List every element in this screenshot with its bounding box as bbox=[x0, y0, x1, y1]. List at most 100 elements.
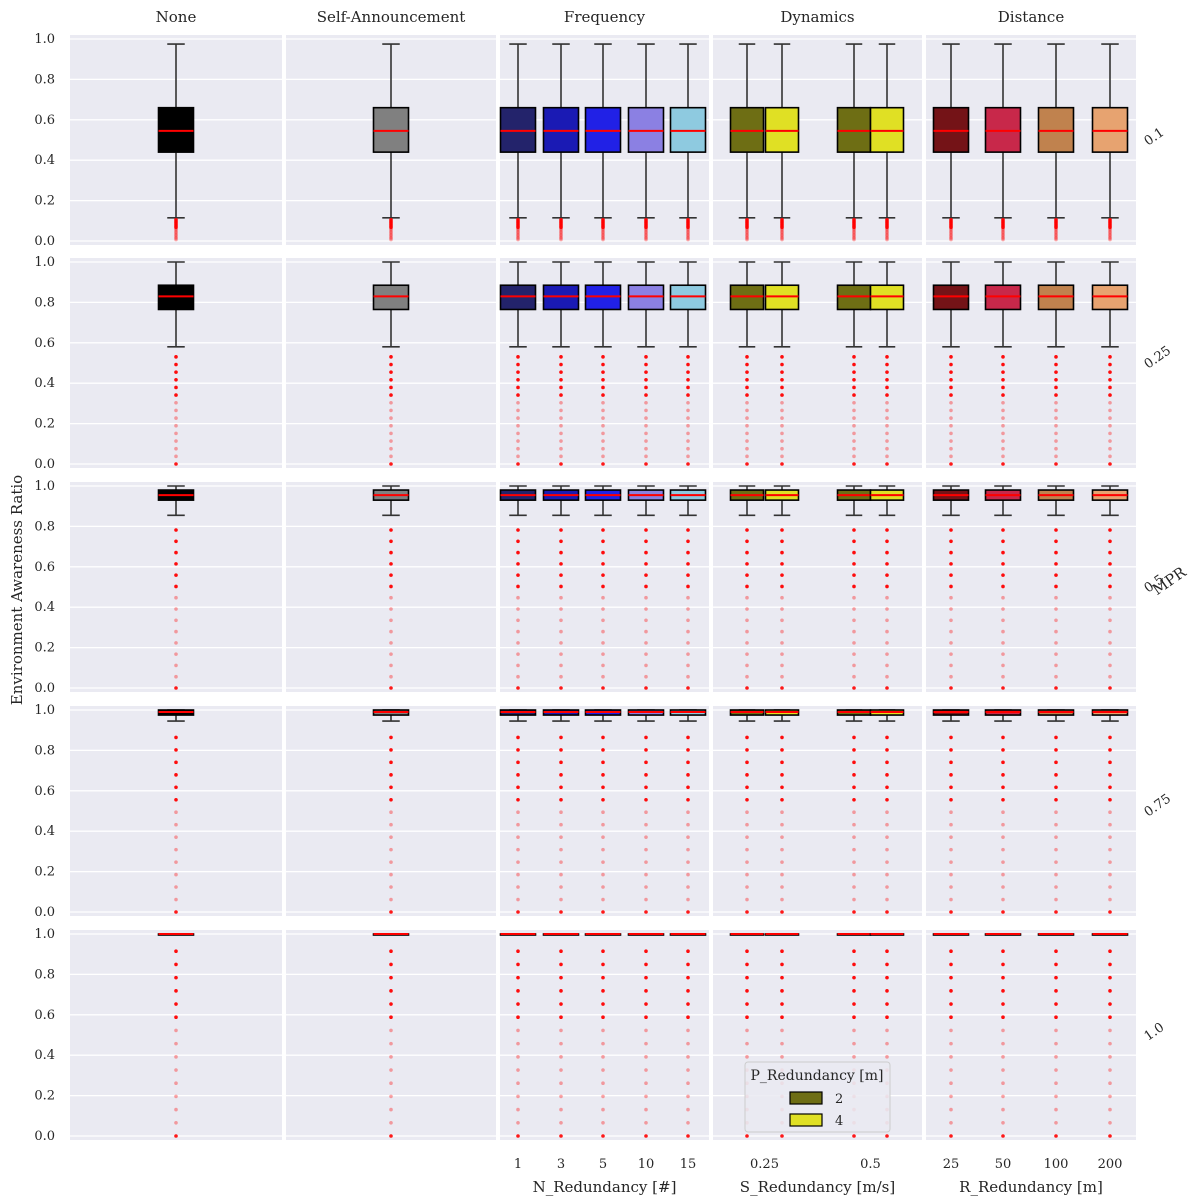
box-iqr bbox=[836, 106, 872, 153]
outlier-point bbox=[516, 607, 520, 611]
outlier-point bbox=[389, 528, 393, 532]
outlier-point bbox=[745, 686, 749, 690]
box-plot bbox=[372, 261, 410, 466]
outlier-point bbox=[644, 528, 648, 532]
outlier-point bbox=[1054, 885, 1058, 889]
outlier-point bbox=[852, 234, 856, 239]
outlier-point bbox=[644, 652, 648, 656]
outlier-point bbox=[516, 835, 520, 839]
outlier-point bbox=[949, 1055, 953, 1059]
outlier-point bbox=[949, 1002, 953, 1006]
outlier-point bbox=[852, 550, 856, 555]
outlier-point bbox=[601, 378, 605, 382]
outlier-point bbox=[1054, 652, 1058, 656]
box-iqr bbox=[984, 284, 1022, 311]
outlier-point bbox=[686, 1015, 690, 1020]
outlier-point bbox=[559, 822, 563, 827]
outlier-point bbox=[559, 835, 563, 839]
outlier-point bbox=[389, 370, 393, 374]
outlier-point bbox=[1001, 584, 1005, 589]
outlier-point bbox=[559, 975, 563, 980]
outlier-point bbox=[852, 362, 856, 367]
outlier-point bbox=[1054, 810, 1058, 815]
outlier-point bbox=[644, 1081, 648, 1086]
outlier-point bbox=[1001, 528, 1005, 532]
outlier-point bbox=[174, 975, 178, 980]
outlier-point bbox=[885, 785, 889, 790]
box-iqr bbox=[542, 106, 580, 153]
outlier-point bbox=[1054, 1028, 1058, 1033]
outlier-point bbox=[1054, 227, 1058, 231]
outlier-point bbox=[174, 962, 178, 967]
y-tick-label: 0.6 bbox=[34, 560, 55, 575]
outlier-point bbox=[559, 225, 563, 230]
outlier-point bbox=[1108, 385, 1112, 390]
outlier-point bbox=[644, 797, 648, 802]
outlier-point bbox=[1108, 835, 1112, 839]
outlier-point bbox=[949, 810, 953, 815]
outlier-point bbox=[1001, 393, 1005, 397]
outlier-point bbox=[745, 760, 749, 765]
box-plot bbox=[499, 933, 537, 1138]
outlier-point bbox=[601, 822, 605, 827]
outlier-point bbox=[644, 1068, 648, 1072]
outlier-point bbox=[852, 385, 856, 390]
outlier-point bbox=[174, 1107, 178, 1112]
outlier-point bbox=[389, 1121, 393, 1125]
outlier-point bbox=[174, 573, 178, 577]
outlier-point bbox=[516, 1041, 520, 1046]
outlier-point bbox=[949, 1028, 953, 1033]
outlier-point bbox=[1054, 618, 1058, 623]
outlier-point bbox=[516, 227, 520, 231]
outlier-point bbox=[174, 1015, 178, 1020]
subplot-background bbox=[500, 930, 709, 1140]
outlier-point bbox=[949, 378, 953, 382]
outlier-point bbox=[644, 370, 648, 374]
outlier-point bbox=[852, 686, 856, 690]
outlier-point bbox=[885, 236, 889, 240]
outlier-point bbox=[745, 393, 749, 397]
outlier-point bbox=[389, 393, 393, 397]
outlier-point bbox=[1108, 423, 1112, 428]
outlier-point bbox=[516, 355, 520, 359]
outlier-point bbox=[559, 355, 563, 359]
outlier-point bbox=[174, 847, 178, 852]
outlier-point bbox=[949, 237, 953, 242]
outlier-point bbox=[559, 227, 563, 231]
outlier-point bbox=[174, 897, 178, 902]
outlier-point bbox=[601, 446, 605, 451]
outlier-point bbox=[780, 897, 784, 902]
outlier-point bbox=[601, 797, 605, 802]
outlier-point bbox=[1001, 370, 1005, 374]
box-plot bbox=[1091, 43, 1129, 242]
box-plot bbox=[836, 43, 872, 242]
outlier-point bbox=[1054, 550, 1058, 555]
box-plot bbox=[932, 261, 970, 466]
box-plot bbox=[669, 485, 707, 690]
outlier-point bbox=[1108, 225, 1112, 230]
outlier-point bbox=[559, 584, 563, 589]
outlier-point bbox=[516, 1081, 520, 1086]
outlier-point bbox=[745, 550, 749, 555]
outlier-point bbox=[1001, 446, 1005, 451]
outlier-point bbox=[1108, 618, 1112, 623]
outlier-point bbox=[389, 431, 393, 436]
subplot-background bbox=[286, 706, 496, 916]
outlier-point bbox=[559, 989, 563, 993]
outlier-point bbox=[1001, 355, 1005, 359]
outlier-point bbox=[1054, 847, 1058, 852]
outlier-point bbox=[644, 236, 648, 240]
outlier-point bbox=[644, 629, 648, 634]
outlier-point bbox=[949, 416, 953, 420]
outlier-point bbox=[174, 1041, 178, 1046]
outlier-point bbox=[780, 230, 784, 234]
outlier-point bbox=[885, 773, 889, 777]
outlier-point bbox=[885, 949, 889, 954]
subplot-background bbox=[926, 482, 1136, 692]
box-plot bbox=[542, 933, 580, 1138]
outlier-point bbox=[174, 231, 178, 236]
outlier-point bbox=[601, 885, 605, 889]
outlier-point bbox=[644, 835, 648, 839]
outlier-point bbox=[745, 797, 749, 802]
